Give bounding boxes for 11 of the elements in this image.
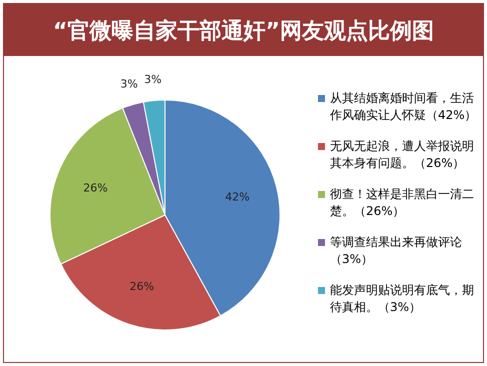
data-label: 3% — [144, 72, 162, 86]
chart-title: “官微曝自家干部通奸”网友观点比例图 — [52, 18, 435, 46]
data-label: 42% — [225, 190, 250, 204]
legend-label: 无风无起浪，遭人举报说明其本身有问题。（26%） — [330, 139, 474, 170]
legend-label: 彻查！这样是非黑白一清二楚。（26%） — [330, 187, 474, 218]
legend-label: 等调查结果出来再做评论（3%） — [330, 235, 462, 266]
legend-label: 从其结婚离婚时间看，生活作风确实让人怀疑（42%） — [330, 91, 477, 122]
data-label: 26% — [83, 181, 108, 194]
data-label: 3% — [120, 77, 138, 90]
legend-label: 能发声明贴说明有底气，期待真相。（3%） — [330, 283, 474, 314]
data-label: 26% — [130, 280, 154, 294]
